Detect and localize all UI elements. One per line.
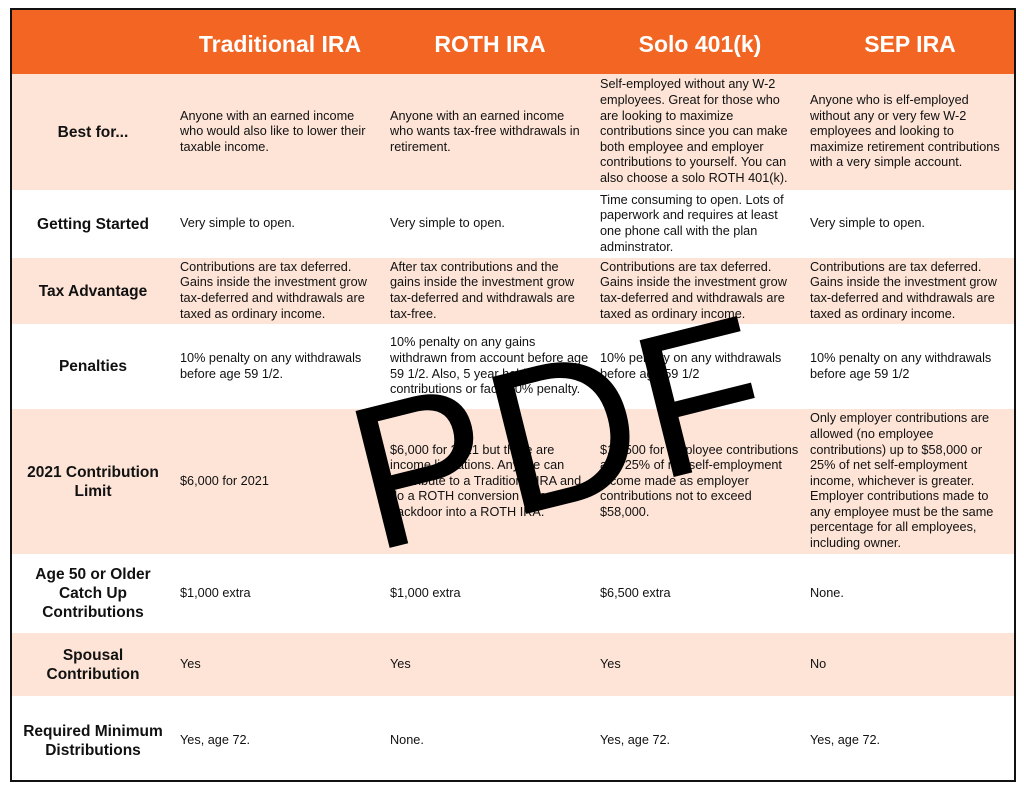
table-cell: Very simple to open. [390, 216, 505, 231]
table-cell: $6,000 for 2021 but there are income lim… [384, 409, 594, 554]
row-label: 2021 Contribution Limit [12, 409, 174, 554]
corner-cell [12, 10, 174, 74]
table-cell: Yes [174, 633, 384, 696]
table-cell: 10% penalty on any gains withdrawn from … [390, 335, 589, 397]
row-label: Tax Advantage [12, 258, 174, 324]
table-row: Age 50 or Older Catch Up Contributions $1… [12, 554, 1014, 633]
table-cell: $1,000 extra [390, 585, 461, 600]
table-cell: Anyone with an earned income who wants t… [384, 74, 594, 190]
table-cell: None. [390, 733, 424, 748]
table-cell: Anyone with an earned income who would a… [174, 74, 384, 190]
table-cell: Yes [384, 633, 594, 696]
table-cell: Contributions are tax deferred. Gains in… [804, 258, 1014, 324]
table-cell: After tax contributions and the gains in… [384, 258, 594, 324]
table-cell: Very simple to open. [180, 216, 295, 231]
column-header: ROTH IRA [384, 10, 594, 74]
table-row: 2021 Contribution Limit $6,000 for 2021 $6… [12, 409, 1014, 554]
table-cell: None. [810, 585, 844, 600]
table-cell: $19,500 for employee contributions and 2… [594, 409, 804, 554]
table-cell: Yes, age 72. [600, 733, 671, 748]
table-cell: Very simple to open. [810, 216, 925, 231]
column-header: Solo 401(k) [594, 10, 804, 74]
table-cell: 10% penalty on any withdrawals before ag… [180, 350, 362, 381]
row-label: Best for... [12, 74, 174, 190]
row-label: Penalties [58, 358, 128, 375]
header-row: Traditional IRA ROTH IRA Solo 401(k) SEP IR… [12, 10, 1014, 74]
table-cell: 10% penalty on any withdrawals before ag… [600, 350, 782, 381]
table-cell: $6,000 for 2021 [174, 409, 384, 554]
table-header: Traditional IRA ROTH IRA Solo 401(k) SEP IR… [12, 10, 1014, 74]
table-cell: No [804, 633, 1014, 696]
table-cell: Contributions are tax deferred. Gains in… [594, 258, 804, 324]
table-row: Penalties 10% penalty on any withdrawals … [12, 324, 1014, 409]
table-cell: $6,500 extra [600, 585, 671, 600]
table-cell: $1,000 extra [180, 585, 251, 600]
table-row: Best for... Anyone with an earned income … [12, 74, 1014, 190]
table-cell: Contributions are tax deferred. Gains in… [174, 258, 384, 324]
row-label: Age 50 or Older Catch Up Contributions [35, 566, 151, 621]
table-row: Tax Advantage Contributions are tax defer… [12, 258, 1014, 324]
table-cell: Yes, age 72. [810, 733, 881, 748]
table-row: Required Minimum Distributions Yes, age 7… [12, 696, 1014, 780]
table-cell: Time consuming to open. Lots of paperwor… [600, 192, 784, 254]
table-body: Best for... Anyone with an earned income … [12, 74, 1014, 780]
row-label: Spousal Contribution [12, 633, 174, 696]
comparison-frame: Traditional IRA ROTH IRA Solo 401(k) SEP IR… [10, 8, 1016, 782]
table-row: Spousal Contribution Yes Yes Yes No [12, 633, 1014, 696]
table-cell: Self-employed without any W-2 employees.… [594, 74, 804, 190]
table-cell: Anyone who is elf-employed without any o… [804, 74, 1014, 190]
comparison-table: Traditional IRA ROTH IRA Solo 401(k) SEP IR… [12, 10, 1014, 780]
column-header: Traditional IRA [174, 10, 384, 74]
table-cell: Only employer contributions are allowed … [804, 409, 1014, 554]
table-cell: 10% penalty on any withdrawals before ag… [810, 350, 992, 381]
table-row: Getting Started Very simple to open. Very … [12, 190, 1014, 258]
column-header: SEP IRA [804, 10, 1014, 74]
row-label: Required Minimum Distributions [23, 723, 163, 759]
table-cell: Yes [594, 633, 804, 696]
table-cell: Yes, age 72. [180, 733, 251, 748]
row-label: Getting Started [37, 215, 149, 233]
